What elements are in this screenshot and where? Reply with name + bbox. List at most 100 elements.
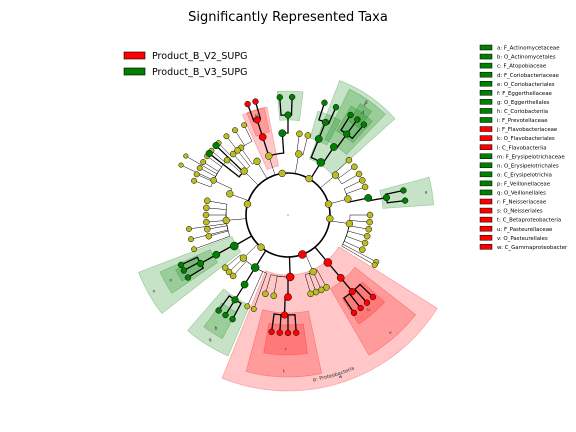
key-label: t: C_Betaproteobacteria — [497, 218, 561, 224]
tree-node — [366, 211, 374, 219]
tree-node — [321, 118, 330, 126]
key-swatch — [479, 53, 493, 60]
key-label: e: O_Coriobacteriales — [497, 82, 555, 88]
tree-node — [229, 272, 237, 280]
tree-node — [359, 177, 366, 184]
key-label: a: F_Actinomycetaceae — [497, 46, 560, 52]
tree-node — [330, 143, 338, 151]
key-swatch — [479, 44, 493, 51]
tree-node — [321, 99, 328, 106]
tree-node — [344, 195, 352, 203]
tree-node — [232, 127, 238, 134]
tree-node — [314, 135, 323, 143]
tree-node — [239, 254, 248, 262]
key-swatch — [479, 99, 493, 105]
tree-node — [369, 293, 377, 301]
tree-node — [323, 258, 333, 267]
tree-node — [336, 273, 345, 282]
tree-node — [230, 241, 239, 251]
clade-label: j — [256, 113, 258, 119]
tree-node — [363, 232, 371, 240]
tree-node — [222, 216, 230, 225]
key-swatch — [479, 180, 493, 187]
tree-node — [223, 133, 230, 140]
clade-label: d — [361, 110, 364, 116]
tree-node — [361, 239, 369, 247]
key-label: v: O_Pasteurellales — [497, 236, 548, 242]
tree-node — [203, 218, 210, 226]
clade-label: t — [283, 368, 285, 374]
tree-branch — [226, 204, 248, 221]
tree-node — [244, 100, 251, 108]
clade-label: e — [357, 116, 360, 121]
tree-node — [284, 329, 292, 337]
clade-label: m — [182, 271, 187, 276]
tree-node — [203, 197, 211, 205]
tree-node — [200, 159, 207, 165]
key-swatch — [479, 117, 493, 123]
tree-branch — [211, 150, 226, 181]
center-dot — [287, 214, 289, 216]
key-swatch — [479, 71, 493, 78]
tree-node — [295, 150, 303, 158]
tree-node — [210, 177, 217, 184]
tree-node — [231, 296, 239, 304]
tree-node — [222, 311, 229, 319]
tree-node — [196, 165, 203, 172]
legend-label: Product_B_V2_SUPG — [152, 51, 247, 62]
key-label: j: F_Flavobacteriaceae — [496, 127, 558, 133]
tree-node — [293, 329, 300, 336]
key-label: g: O_Eggerthellales — [497, 100, 550, 106]
key-swatch — [479, 207, 493, 214]
tree-node — [347, 111, 354, 119]
key-label: u: F_Pasteurellaceae — [497, 227, 553, 233]
tree-node — [223, 156, 231, 164]
tree-node — [212, 250, 221, 259]
tree-node — [262, 290, 269, 298]
key-swatch — [479, 189, 493, 196]
tree-node — [305, 174, 313, 183]
tree-branch — [207, 200, 228, 221]
tree-node — [280, 311, 289, 319]
tree-node — [215, 307, 222, 314]
tree-node — [268, 328, 275, 336]
key-swatch — [479, 216, 493, 223]
tree-node — [363, 299, 371, 306]
tree-node — [188, 236, 194, 243]
clade-label: u — [367, 308, 370, 313]
tree-node — [401, 197, 409, 204]
tree-node — [244, 303, 251, 310]
tree-node — [331, 171, 340, 179]
tree-node — [296, 130, 303, 138]
key-swatch — [479, 153, 493, 159]
tree-node — [250, 306, 257, 312]
tree-node — [243, 200, 252, 208]
tree-node — [253, 116, 261, 124]
clade-sector — [348, 103, 373, 129]
tree-node — [258, 133, 267, 141]
tree-node — [203, 225, 211, 233]
tree-node — [265, 152, 273, 160]
tree-node — [180, 267, 187, 274]
tree-node — [348, 288, 356, 296]
legend-swatch — [123, 51, 146, 60]
tree-node — [221, 264, 229, 271]
tree-node — [186, 225, 192, 232]
legend: Product_B_V2_SUPG Product_B_V3_SUPG — [123, 51, 247, 78]
key-swatch — [479, 135, 493, 141]
key-swatch — [479, 108, 493, 114]
clade-label: v — [389, 331, 392, 336]
tree-node — [364, 194, 373, 202]
tree-node — [184, 274, 192, 281]
tree-node — [202, 211, 210, 219]
taxa-key: a: F_Actinomycetaceae b: O_Actinomycetale… — [479, 44, 568, 251]
tree-node — [205, 149, 213, 157]
tree-node — [284, 111, 292, 119]
clade-label: g — [365, 100, 368, 105]
key-label: q: O_Veillonellales — [497, 191, 546, 197]
tree-node — [382, 194, 391, 202]
tree-node — [309, 267, 317, 276]
tree-node — [361, 183, 369, 191]
clade-label: i — [289, 95, 290, 101]
